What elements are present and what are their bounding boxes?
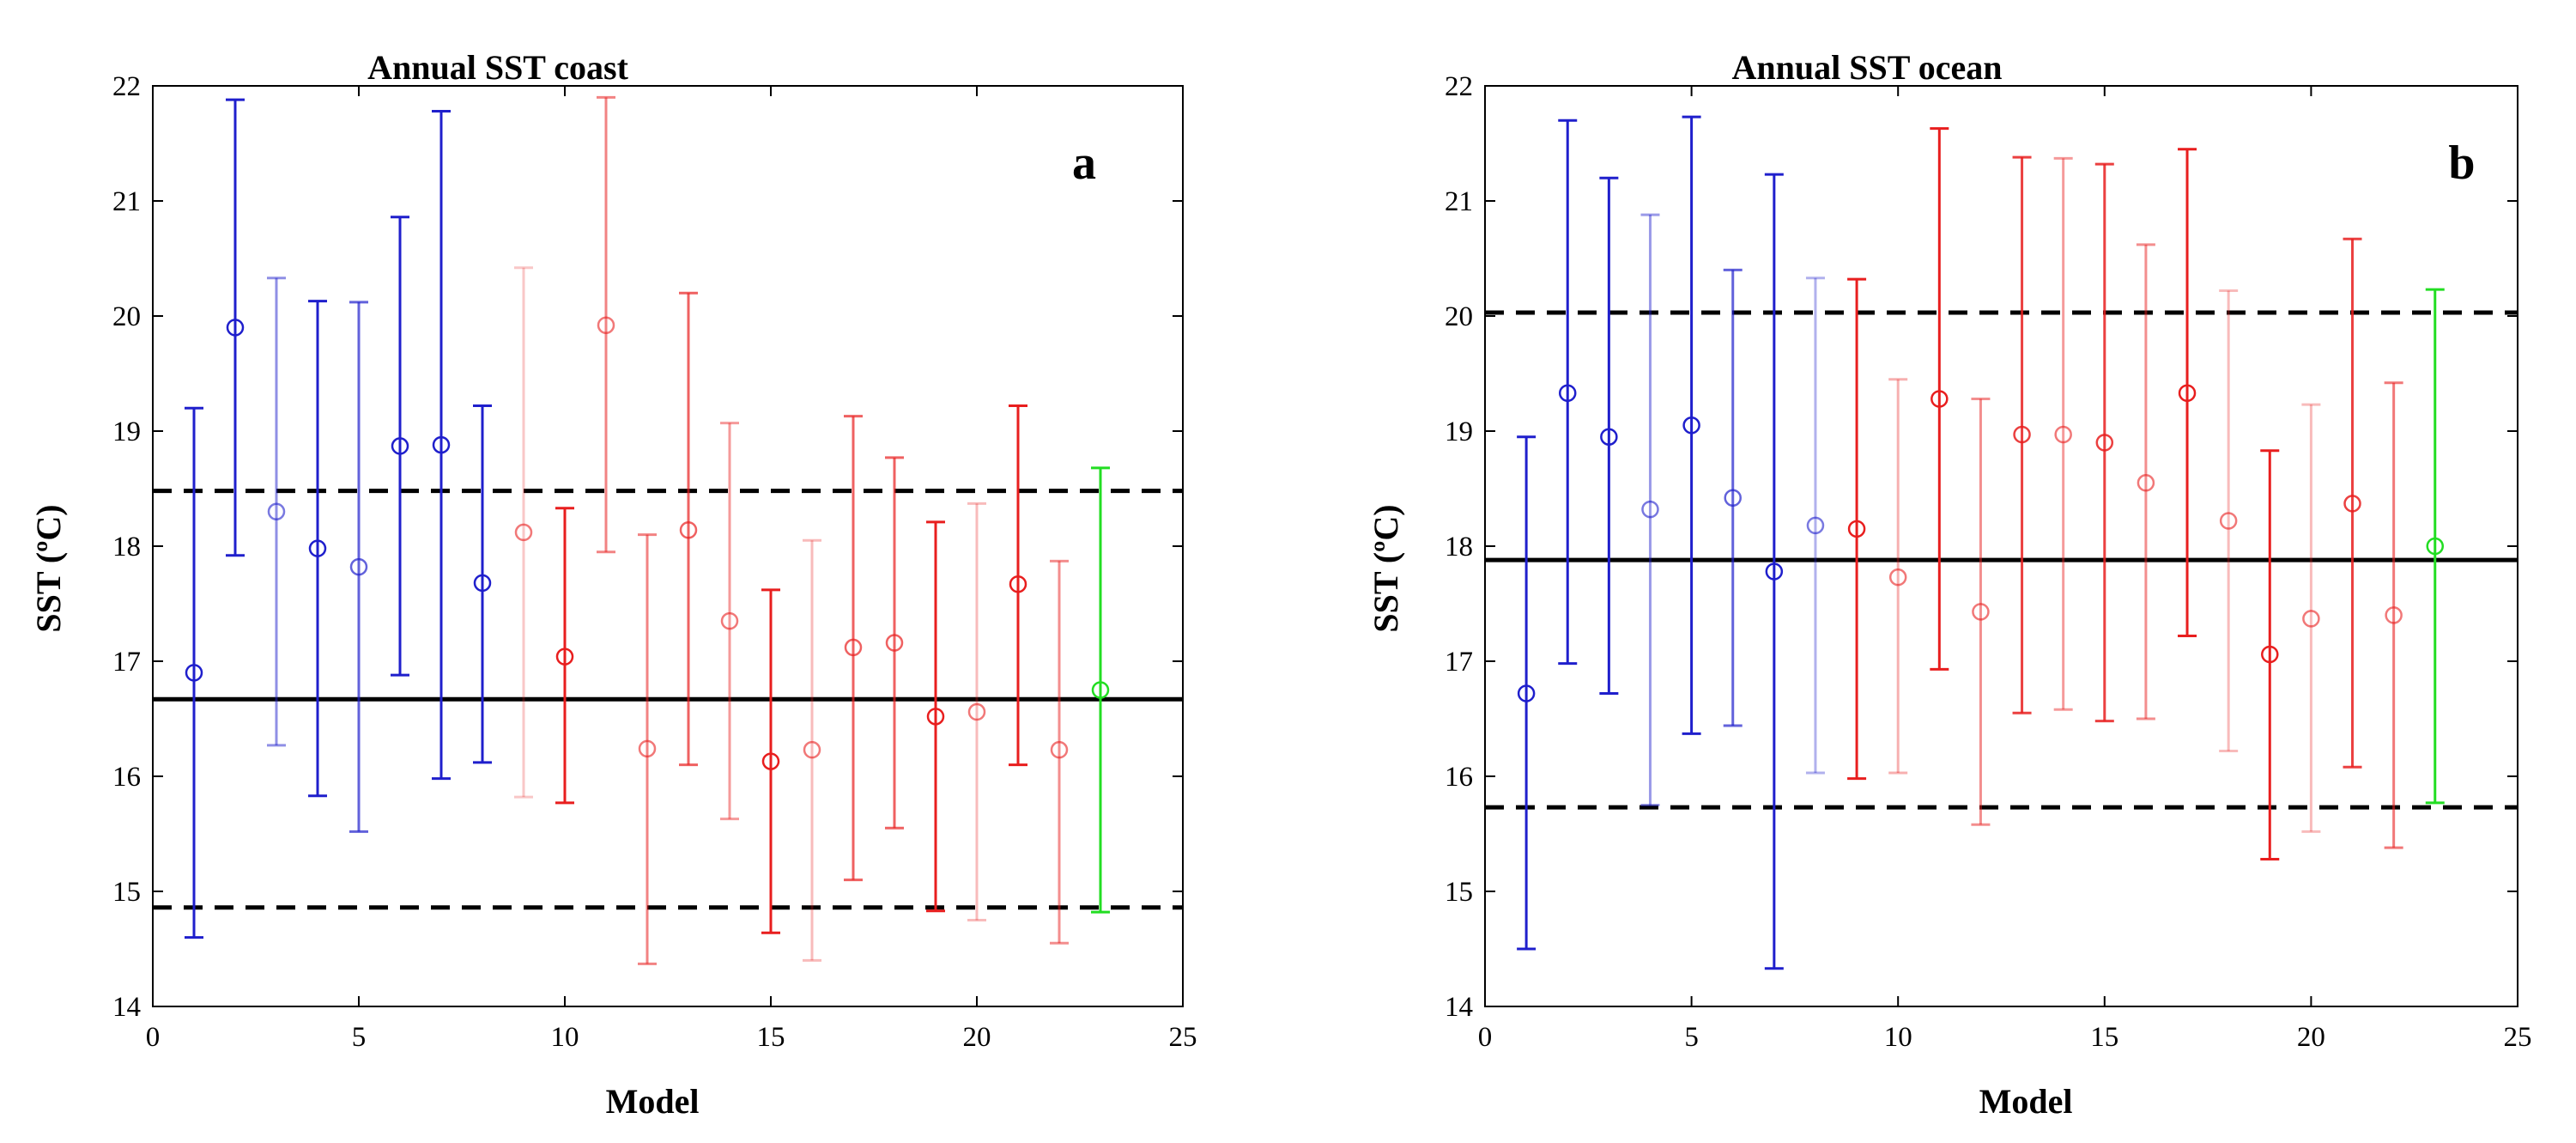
chart-title: Annual SST coast xyxy=(367,48,629,87)
mean-marker xyxy=(267,502,286,521)
chart-panel-a: Annual SST coast a Model SST (ºC) 0 5 10 15… xyxy=(29,48,1197,1121)
mean-marker xyxy=(1600,428,1618,446)
mean-marker xyxy=(885,634,904,652)
y-tick-label: 17 xyxy=(1445,647,1473,678)
y-tick-label: 15 xyxy=(112,877,141,908)
mean-marker xyxy=(679,520,698,539)
y-tick-label: 20 xyxy=(1445,301,1473,332)
y-tick-label: 19 xyxy=(1445,416,1473,447)
mean-marker xyxy=(1847,520,1866,538)
mean-marker xyxy=(2385,606,2403,624)
mean-marker xyxy=(2095,434,2114,452)
y-tick-label: 16 xyxy=(1445,762,1473,793)
y-tick-label: 22 xyxy=(1445,71,1473,102)
plot-area-frame xyxy=(152,85,1184,1007)
mean-marker xyxy=(308,539,327,557)
mean-marker xyxy=(185,664,203,682)
y-tick-label: 19 xyxy=(112,416,141,447)
mean-marker xyxy=(2302,610,2320,628)
x-axis-label: Model xyxy=(606,1082,700,1121)
y-tick-label: 18 xyxy=(1445,532,1473,562)
y-tick-label: 22 xyxy=(112,71,141,102)
mean-marker xyxy=(597,316,615,334)
x-tick-label: 0 xyxy=(1478,1022,1493,1053)
panel-label: b xyxy=(2448,137,2475,190)
x-tick-label: 10 xyxy=(1884,1022,1912,1053)
panel-label: a xyxy=(1072,137,1096,190)
mean-marker xyxy=(432,435,451,454)
mean-marker xyxy=(638,739,657,758)
x-tick-label: 5 xyxy=(352,1022,367,1053)
chart-panel-b: Annual SST ocean b Model SST (ºC) 0 5 10 15… xyxy=(1367,48,2532,1121)
y-tick-label: 21 xyxy=(1445,186,1473,217)
y-axis-label: SST (ºC) xyxy=(1367,504,1405,632)
mean-marker xyxy=(349,557,368,576)
mean-marker xyxy=(2178,384,2197,403)
mean-marker xyxy=(1930,390,1949,408)
x-tick-label: 25 xyxy=(1169,1022,1197,1053)
plot-area-frame xyxy=(1484,85,2518,1007)
x-tick-label: 20 xyxy=(963,1022,991,1053)
mean-marker xyxy=(1517,684,1536,702)
mean-marker xyxy=(1641,500,1659,519)
mean-marker xyxy=(844,638,863,657)
x-tick-label: 10 xyxy=(551,1022,579,1053)
mean-marker xyxy=(1806,516,1825,535)
y-tick-label: 16 xyxy=(112,762,141,793)
mean-marker xyxy=(391,437,409,455)
chart-title: Annual SST ocean xyxy=(1732,48,2003,87)
mean-marker xyxy=(1050,740,1069,759)
x-tick-label: 15 xyxy=(757,1022,785,1053)
mean-marker xyxy=(2343,495,2361,513)
mean-marker xyxy=(514,523,533,542)
y-tick-label: 20 xyxy=(112,301,141,332)
mean-marker xyxy=(2261,645,2279,664)
y-tick-label: 21 xyxy=(112,186,141,217)
mean-marker xyxy=(1682,416,1700,435)
mean-marker xyxy=(761,752,780,770)
mean-marker xyxy=(1888,568,1907,587)
mean-marker xyxy=(1972,603,1990,621)
y-tick-label: 18 xyxy=(112,532,141,562)
y-tick-label: 17 xyxy=(112,647,141,678)
mean-marker xyxy=(226,319,245,337)
mean-marker xyxy=(720,611,739,630)
mean-marker xyxy=(473,574,492,593)
y-tick-label: 14 xyxy=(1445,992,1473,1023)
mean-marker xyxy=(2426,537,2445,556)
y-tick-label: 14 xyxy=(112,992,141,1023)
x-tick-label: 0 xyxy=(146,1022,161,1053)
y-axis-label: SST (ºC) xyxy=(29,504,68,632)
mean-marker xyxy=(2054,425,2072,444)
mean-marker xyxy=(926,708,945,726)
mean-marker xyxy=(1009,575,1027,593)
x-tick-label: 5 xyxy=(1684,1022,1699,1053)
mean-marker xyxy=(803,740,821,759)
x-tick-label: 20 xyxy=(2297,1022,2325,1053)
x-tick-label: 25 xyxy=(2504,1022,2532,1053)
mean-marker xyxy=(2219,512,2238,530)
mean-marker xyxy=(1558,384,1577,403)
mean-marker xyxy=(1091,681,1110,699)
x-tick-label: 15 xyxy=(2090,1022,2118,1053)
mean-marker xyxy=(1724,489,1742,507)
mean-marker xyxy=(1765,562,1784,581)
mean-marker xyxy=(555,647,574,666)
mean-marker xyxy=(967,702,986,721)
mean-marker xyxy=(2137,474,2155,492)
mean-marker xyxy=(2013,425,2031,444)
x-axis-label: Model xyxy=(1979,1082,2073,1121)
y-tick-label: 15 xyxy=(1445,877,1473,908)
